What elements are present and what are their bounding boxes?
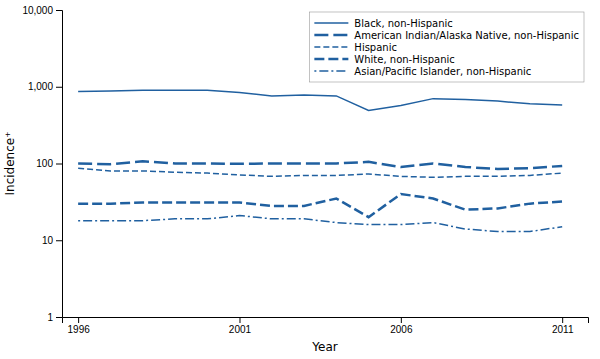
y-axis-title: Incidence⁺ (3, 132, 17, 196)
legend-label: American Indian/Alaska Native, non-Hispa… (354, 30, 579, 41)
y-tick-mark (56, 240, 62, 241)
x-axis: 1996 2001 2006 2011 (63, 317, 589, 335)
legend-swatch (314, 58, 348, 61)
y-axis-line (56, 11, 63, 318)
series-line (78, 161, 562, 169)
x-axis-title: Year (311, 340, 337, 354)
plot: 1996 2001 2006 2011 1 10 100 1,000 10,000 Year Inc… (3, 5, 589, 354)
y-tick-mark (56, 164, 62, 165)
y-tick-label: 1 (47, 312, 53, 323)
legend-label: Black, non-Hispanic (354, 18, 452, 29)
legend-swatch (314, 22, 348, 24)
y-tick-label: 100 (36, 158, 53, 169)
legend-swatch (314, 70, 348, 72)
x-tick-label: 2006 (390, 324, 413, 335)
series-line (78, 194, 562, 217)
legend-label: White, non-Hispanic (354, 54, 454, 65)
series-line (78, 90, 562, 110)
y-tick-label: 10,000 (22, 5, 53, 16)
y-tick: 100 (36, 158, 62, 169)
y-tick: 1,000 (28, 81, 62, 92)
y-tick-label: 1,000 (28, 81, 53, 92)
series-line (78, 168, 562, 177)
x-tick-label: 2011 (552, 324, 574, 335)
y-tick-label: 10 (42, 235, 54, 246)
legend-label: Hispanic (354, 42, 397, 53)
x-tick-mark (562, 317, 563, 323)
x-tick-mark (78, 317, 79, 323)
x-tick-mark (239, 317, 240, 323)
legend-swatch (314, 46, 348, 48)
x-tick-mark (401, 317, 402, 323)
series-line (78, 216, 562, 232)
x-tick: 2006 (390, 317, 413, 335)
y-tick-mark (56, 10, 62, 11)
legend-frame (309, 12, 584, 82)
chart: 1996 2001 2006 2011 1 10 100 1,000 10,000 Year Inc… (0, 0, 600, 359)
x-tick-label: 1996 (68, 324, 91, 335)
legend-label: Asian/Pacific Islander, non-Hispanic (354, 66, 531, 77)
legend: Black, non-HispanicAmerican Indian/Alask… (309, 12, 584, 82)
y-tick-mark (56, 317, 62, 318)
y-tick: 10 (42, 235, 62, 246)
y-tick: 1 (47, 312, 62, 323)
legend-swatch (314, 34, 348, 37)
x-tick: 1996 (68, 317, 91, 335)
x-tick: 2001 (229, 317, 252, 335)
x-tick: 2011 (552, 317, 574, 335)
y-axis: 1 10 100 1,000 10,000 (22, 5, 62, 323)
x-axis-line (63, 318, 589, 324)
y-tick-mark (56, 87, 62, 88)
x-tick-label: 2001 (229, 324, 252, 335)
lines (78, 90, 562, 231)
y-tick: 10,000 (22, 5, 62, 16)
